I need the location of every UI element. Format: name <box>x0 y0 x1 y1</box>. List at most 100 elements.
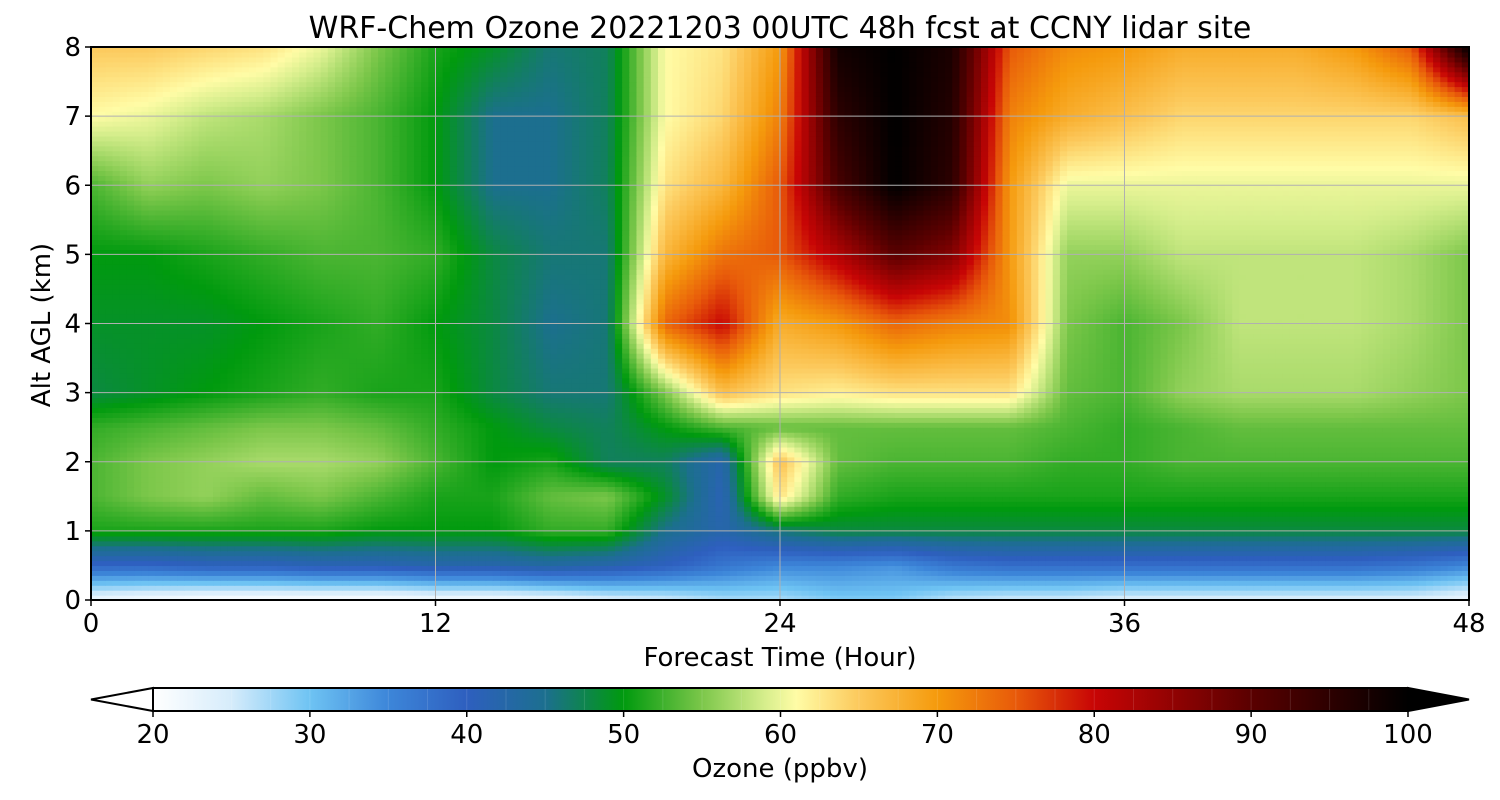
heatmap-cell <box>988 570 996 576</box>
heatmap-cell <box>687 516 695 522</box>
heatmap-cell <box>780 516 788 522</box>
heatmap-cell <box>622 536 630 542</box>
heatmap-cell <box>306 580 314 586</box>
heatmap-cell <box>866 556 874 562</box>
heatmap-cell <box>737 477 745 483</box>
heatmap-cell <box>134 491 142 497</box>
heatmap-cell <box>1203 546 1211 552</box>
heatmap-cell <box>988 501 996 507</box>
heatmap-cell <box>500 570 508 576</box>
heatmap-cell <box>199 501 207 507</box>
heatmap-cell <box>357 501 365 507</box>
heatmap-cell <box>105 541 113 547</box>
heatmap-cell <box>529 585 537 591</box>
heatmap-cell <box>1440 565 1448 571</box>
heatmap-cell <box>787 496 795 502</box>
heatmap-cell <box>737 491 745 497</box>
heatmap-cell <box>1175 472 1183 478</box>
heatmap-cell <box>328 590 336 596</box>
heatmap-cell <box>141 496 149 502</box>
heatmap-cell <box>1024 575 1032 581</box>
heatmap-cell <box>1160 491 1168 497</box>
heatmap-cell <box>981 531 989 537</box>
heatmap-cell <box>945 546 953 552</box>
heatmap-cell <box>1376 482 1384 488</box>
heatmap-cell <box>414 491 422 497</box>
heatmap-cell <box>967 496 975 502</box>
heatmap-cell <box>242 536 250 542</box>
heatmap-cell <box>1067 580 1075 586</box>
heatmap-cell <box>536 585 544 591</box>
heatmap-cell <box>1304 556 1312 562</box>
heatmap-cell <box>1096 551 1104 557</box>
heatmap-cell <box>701 565 709 571</box>
heatmap-cell <box>1196 491 1204 497</box>
heatmap-cell <box>737 575 745 581</box>
heatmap-cell <box>608 501 616 507</box>
heatmap-cell <box>909 541 917 547</box>
heatmap-cell <box>658 521 666 527</box>
heatmap-cell <box>565 546 573 552</box>
heatmap-cell <box>895 556 903 562</box>
heatmap-cell <box>313 531 321 537</box>
heatmap-cell <box>1002 506 1010 512</box>
heatmap-cell <box>658 556 666 562</box>
heatmap-cell <box>916 486 924 492</box>
heatmap-cell <box>1447 536 1455 542</box>
heatmap-cell <box>514 585 522 591</box>
heatmap-cell <box>349 531 357 537</box>
heatmap-cell <box>514 551 522 557</box>
heatmap-cell <box>1067 472 1075 478</box>
heatmap-cell <box>916 496 924 502</box>
heatmap-cell <box>1433 486 1441 492</box>
heatmap-cell <box>744 546 752 552</box>
heatmap-cell <box>1168 551 1176 557</box>
heatmap-cell <box>1160 496 1168 502</box>
heatmap-cell <box>880 486 888 492</box>
heatmap-cell <box>579 506 587 512</box>
heatmap-cell <box>572 561 580 567</box>
heatmap-cell <box>586 491 594 497</box>
heatmap-cell <box>191 585 199 591</box>
heatmap-cell <box>880 521 888 527</box>
heatmap-cell <box>270 541 278 547</box>
heatmap-cell <box>787 546 795 552</box>
heatmap-cell <box>1304 531 1312 537</box>
heatmap-cell <box>952 501 960 507</box>
heatmap-cell <box>981 486 989 492</box>
heatmap-cell <box>802 516 810 522</box>
heatmap-cell <box>830 585 838 591</box>
heatmap-cell <box>995 516 1003 522</box>
heatmap-cell <box>148 482 156 488</box>
heatmap-cell <box>349 551 357 557</box>
heatmap-cell <box>364 531 372 537</box>
heatmap-cell <box>1433 482 1441 488</box>
heatmap-cell <box>708 546 716 552</box>
heatmap-cell <box>1031 551 1039 557</box>
heatmap-cell <box>1254 521 1262 527</box>
heatmap-cell <box>1325 546 1333 552</box>
heatmap-cell <box>278 570 286 576</box>
heatmap-cell <box>837 477 845 483</box>
heatmap-cell <box>156 536 164 542</box>
heatmap-cell <box>1239 570 1247 576</box>
heatmap-cell <box>113 516 121 522</box>
heatmap-cell <box>457 511 465 517</box>
heatmap-cell <box>1369 590 1377 596</box>
heatmap-cell <box>443 556 451 562</box>
heatmap-cell <box>694 546 702 552</box>
heatmap-cell <box>1383 521 1391 527</box>
heatmap-cell <box>457 561 465 567</box>
heatmap-cell <box>629 482 637 488</box>
heatmap-cell <box>148 486 156 492</box>
heatmap-cell <box>644 501 652 507</box>
heatmap-cell <box>1239 477 1247 483</box>
heatmap-cell <box>1369 477 1377 483</box>
heatmap-cell <box>220 536 228 542</box>
heatmap-cell <box>1433 590 1441 596</box>
heatmap-cell <box>608 561 616 567</box>
heatmap-cell <box>701 585 709 591</box>
heatmap-cell <box>959 491 967 497</box>
heatmap-cell <box>967 486 975 492</box>
heatmap-cell <box>694 536 702 542</box>
